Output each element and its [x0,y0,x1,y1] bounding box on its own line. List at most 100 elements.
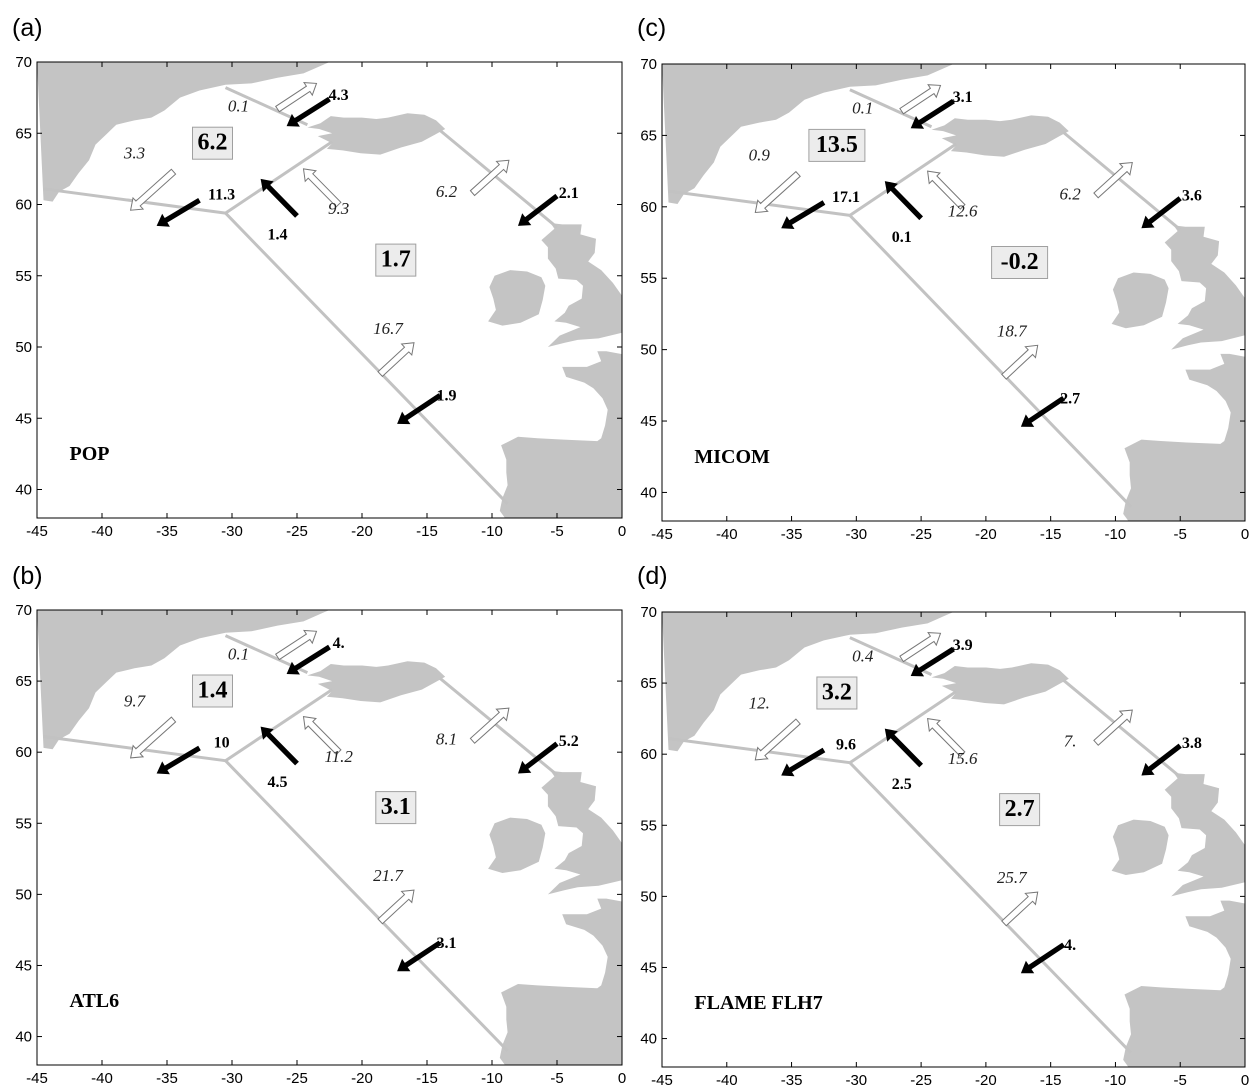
inflow-arrow-south [397,940,442,972]
x-tick-label: -5 [550,523,563,540]
outflow-value-denmark-strait: 0.1 [228,97,249,116]
x-tick-label: -30 [221,523,243,540]
box-value-box-lower: 2.7 [1005,796,1035,822]
y-tick-label: 65 [640,675,657,692]
inflow-arrow-south [1020,942,1066,974]
britain-land [1164,225,1245,350]
inflow-value-west: 9.6 [836,736,856,753]
x-tick-label: -10 [481,1070,503,1087]
iceland-land [931,663,1069,705]
outflow-arrow-south [1001,344,1039,380]
ireland-land [1111,819,1169,875]
y-tick-label: 40 [640,1031,657,1048]
outflow-arrow-denmark-strait [899,632,942,663]
section-line [439,129,558,229]
x-tick-label: -15 [416,523,438,540]
outflow-arrow-iceland-scotland [1093,161,1133,199]
box-background-box-upper [808,128,866,162]
box-background-box-lower [375,791,417,825]
box-value-box-lower: -0.2 [1001,249,1039,275]
outflow-arrow-iceland-scotland [469,707,510,744]
outflow-value-iceland-scotland: 6.2 [1059,184,1081,203]
y-tick-label: 50 [640,342,657,359]
model-name-label: ATL6 [70,990,120,1012]
section-line [224,140,333,215]
y-tick-label: 45 [640,413,657,430]
map-frame [36,61,623,519]
model-name-label: POP [70,443,110,465]
greenland-land [662,612,954,752]
x-tick-label: -30 [845,1072,867,1089]
inflow-value-west: 17.1 [832,189,860,206]
y-tick-label: 70 [640,56,657,73]
outflow-arrow-irminger [927,718,966,758]
inflow-arrow-denmark-strait [910,98,955,129]
panel-letter: (a) [12,14,43,42]
x-tick-label: -15 [416,1070,438,1087]
outflow-value-south: 21.7 [373,866,404,885]
outflow-value-denmark-strait: 0.4 [852,646,874,665]
y-tick-label: 70 [640,604,657,621]
france-iberia-land [1123,353,1245,521]
y-tick-label: 45 [15,958,32,975]
box-background-box-upper [816,676,858,710]
inflow-value-south: 3.1 [437,935,457,952]
inflow-value-irminger: 0.1 [892,229,912,246]
inflow-arrow-iceland-scotland [1141,196,1182,229]
x-tick-label: -45 [651,1072,673,1089]
x-tick-label: -35 [781,526,803,543]
x-tick-label: -25 [286,523,308,540]
inflow-arrow-irminger [260,178,299,218]
panel-letter: (d) [637,562,668,590]
map-panel-micom [662,64,1245,521]
model-name-label: MICOM [694,446,770,468]
outflow-value-denmark-strait: 0.1 [852,99,873,118]
outflow-value-south: 18.7 [997,321,1028,340]
x-tick-label: -40 [716,1072,738,1089]
inflow-value-south: 2.7 [1060,390,1080,407]
y-tick-label: 65 [15,125,32,142]
inflow-arrow-south [1020,396,1066,427]
x-tick-label: -45 [26,523,48,540]
inflow-arrow-denmark-strait [286,96,331,127]
outflow-arrow-west [754,718,801,761]
inflow-value-south: 4. [1064,937,1076,954]
y-tick-label: 55 [640,270,657,287]
x-tick-label: -35 [781,1072,803,1089]
box-background-box-lower [375,243,417,277]
outflow-value-west: 3.3 [123,144,145,163]
outflow-value-iceland-scotland: 6.2 [436,182,458,201]
y-tick-label: 50 [640,888,657,905]
x-tick-label: -5 [1174,526,1187,543]
box-background-box-upper [192,126,233,160]
outflow-arrow-denmark-strait [275,629,318,661]
section-line [849,142,957,217]
inflow-arrow-iceland-scotland [518,741,559,774]
y-tick-label: 60 [15,197,32,214]
y-tick-label: 70 [15,602,32,619]
greenland-land [662,64,954,204]
x-tick-label: -20 [975,1072,997,1089]
inflow-arrow-denmark-strait [286,644,331,675]
inflow-value-denmark-strait: 3.9 [953,637,973,654]
y-tick-label: 55 [15,815,32,832]
outflow-arrow-south [1001,891,1039,927]
section-line [224,688,333,762]
outflow-arrow-west [129,168,177,211]
inflow-value-iceland-scotland: 5.2 [559,733,579,750]
x-tick-label: 0 [618,1070,626,1087]
y-tick-label: 45 [15,410,32,427]
outflow-value-irminger: 9.3 [328,199,349,218]
box-value-box-lower: 1.7 [381,247,411,273]
france-iberia-land [1123,900,1245,1067]
inflow-value-denmark-strait: 3.1 [953,89,973,106]
x-tick-label: -25 [910,526,932,543]
inflow-arrow-south [397,393,442,425]
map-panel-pop [37,62,622,518]
greenland-land [37,610,330,750]
ireland-land [488,817,546,873]
outflow-value-south: 16.7 [373,319,404,338]
box-background-box-lower [991,246,1049,279]
britain-land [541,770,622,895]
